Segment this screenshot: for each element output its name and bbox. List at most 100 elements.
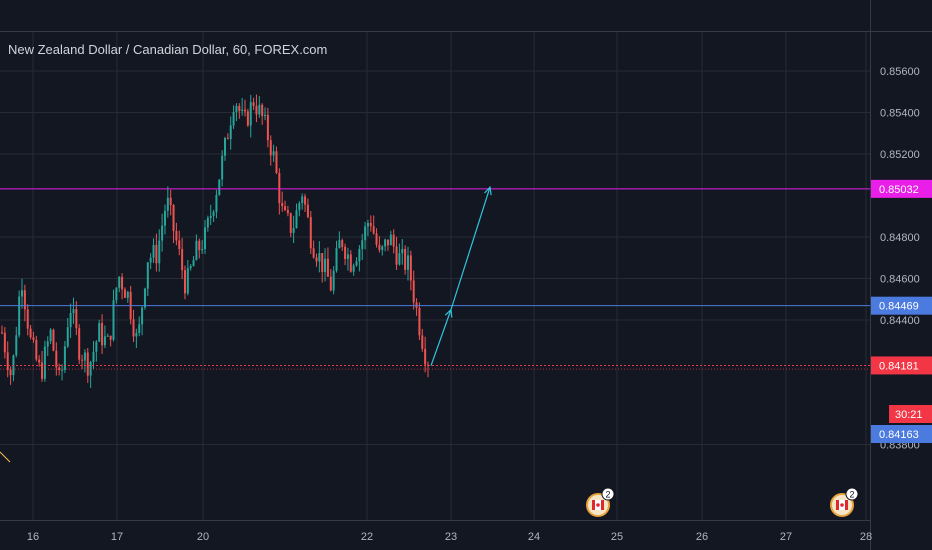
x-tick-label: 25 [611, 531, 623, 543]
candle-body [332, 270, 335, 291]
x-tick-label: 20 [197, 531, 209, 543]
candle-body [281, 203, 284, 207]
y-tick-label: 0.84400 [880, 315, 920, 327]
candle-body [149, 257, 152, 263]
x-tick-label: 22 [361, 531, 373, 543]
candle-body [161, 225, 164, 241]
candle-body [192, 260, 195, 267]
candle-body [189, 266, 192, 269]
price-tag-blue-text: 0.84469 [879, 301, 919, 313]
price-tag-blue-low-bg [871, 425, 932, 443]
candle-body [249, 102, 252, 126]
chart-title: New Zealand Dollar / Canadian Dollar, 60… [8, 42, 328, 57]
candle-body [146, 262, 149, 289]
candle-body [292, 228, 295, 233]
candle-body [81, 359, 84, 361]
candle-body [335, 248, 338, 271]
candle-body [69, 313, 72, 328]
flag-band-right [601, 500, 604, 510]
flag-band-right [845, 500, 848, 510]
candle-body [181, 249, 184, 271]
flag-leaf [840, 503, 844, 507]
candle-body [389, 234, 392, 246]
candle-body [352, 265, 355, 272]
event-count-badge [601, 487, 615, 501]
candle-body [126, 291, 129, 298]
arrow-line [450, 187, 491, 310]
x-tick-label: 16 [27, 531, 39, 543]
price-tag-magenta-text: 0.85032 [879, 184, 919, 196]
candle-body [258, 104, 261, 115]
event-count: 2 [605, 490, 610, 500]
candle-body [3, 332, 6, 353]
candle-body [241, 109, 244, 111]
candle-body [29, 328, 32, 338]
candle-body [43, 346, 46, 379]
candle-body [269, 140, 272, 156]
candle-body [58, 367, 61, 370]
candle-body [404, 248, 407, 270]
countdown-bg [889, 405, 932, 423]
price-tag-last[interactable]: 0.84181 [871, 356, 932, 375]
price-tag-blue[interactable]: 0.84469 [871, 296, 932, 315]
price-tag-last-bg [871, 356, 932, 375]
candle-body [212, 211, 215, 216]
candle-body [326, 258, 329, 277]
countdown-text: 30:21 [895, 409, 923, 421]
candle-body [392, 234, 395, 247]
canada-flag-icon[interactable]: 2 [830, 487, 859, 517]
candle-body [109, 335, 112, 340]
candle-body [141, 307, 144, 325]
candle-body [66, 327, 69, 347]
candle-body [312, 248, 315, 258]
candle-body [321, 253, 324, 273]
candle-body [49, 329, 52, 342]
candle-body [169, 197, 172, 205]
candle-body [172, 204, 175, 231]
arrow-head [484, 185, 492, 196]
candle-body [132, 319, 135, 337]
candle-body [78, 328, 81, 360]
y-tick-label: 0.85400 [880, 108, 920, 120]
candle-body [183, 270, 186, 294]
candle-body [6, 352, 9, 370]
candle-body [224, 138, 227, 156]
candle-body [424, 348, 427, 365]
candle-body [203, 227, 206, 250]
candle-body [378, 244, 381, 250]
candle-body [155, 244, 158, 264]
candle-body [244, 109, 247, 112]
candle-body [366, 222, 369, 227]
flag-band-left [836, 500, 839, 510]
candle-body [41, 362, 44, 379]
candle-body [309, 217, 312, 249]
candle-body [298, 203, 301, 211]
price-tag-blue-low-text: 0.84163 [879, 429, 919, 441]
candle-body [158, 240, 161, 264]
candle-body [198, 240, 201, 251]
candle-body [152, 244, 155, 258]
projection-arrows[interactable] [430, 185, 492, 366]
candle-body [9, 369, 12, 376]
candle-body [46, 341, 49, 347]
candle-body [235, 105, 238, 112]
event-count-badge [845, 487, 859, 501]
price-tag-magenta[interactable]: 0.85032 [871, 179, 932, 198]
candle-body [278, 172, 281, 204]
candle-body [15, 335, 18, 356]
candle-body [118, 276, 121, 288]
candle-body [135, 332, 138, 337]
trend-line-fragment [0, 451, 11, 463]
candle-body [92, 351, 95, 362]
price-tag-blue-low[interactable]: 0.84163 [871, 425, 932, 443]
candle-body [361, 240, 364, 249]
x-tick-label: 24 [528, 531, 540, 543]
canada-flag-icon[interactable]: 2 [586, 487, 615, 517]
x-tick-label: 27 [780, 531, 792, 543]
candle-body [272, 151, 275, 156]
candle-body [381, 246, 384, 250]
candle-body [261, 104, 264, 117]
candle-body [341, 240, 344, 247]
